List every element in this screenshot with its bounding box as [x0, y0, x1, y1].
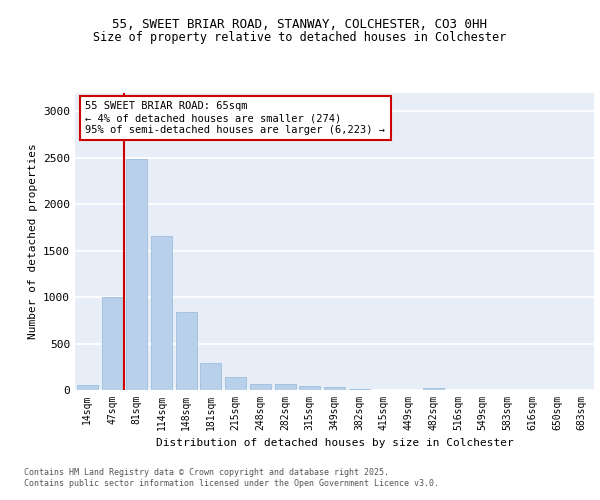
Bar	[324, 387, 345, 390]
Text: 55, SWEET BRIAR ROAD, STANWAY, COLCHESTER, CO3 0HH: 55, SWEET BRIAR ROAD, STANWAY, COLCHESTE…	[113, 18, 487, 30]
Bar	[275, 384, 296, 390]
Bar	[101, 296, 122, 390]
Text: Contains HM Land Registry data © Crown copyright and database right 2025.
Contai: Contains HM Land Registry data © Crown c…	[24, 468, 439, 487]
Bar	[250, 384, 271, 390]
Bar	[299, 386, 320, 390]
Y-axis label: Number of detached properties: Number of detached properties	[28, 144, 38, 339]
Bar	[151, 236, 172, 390]
X-axis label: Distribution of detached houses by size in Colchester: Distribution of detached houses by size …	[155, 438, 514, 448]
Text: 55 SWEET BRIAR ROAD: 65sqm
← 4% of detached houses are smaller (274)
95% of semi: 55 SWEET BRIAR ROAD: 65sqm ← 4% of detac…	[85, 102, 385, 134]
Bar	[176, 312, 197, 390]
Bar	[126, 160, 147, 390]
Bar	[349, 389, 370, 390]
Bar	[423, 388, 444, 390]
Bar	[200, 362, 221, 390]
Bar	[77, 385, 98, 390]
Text: Size of property relative to detached houses in Colchester: Size of property relative to detached ho…	[94, 31, 506, 44]
Bar	[225, 377, 246, 390]
